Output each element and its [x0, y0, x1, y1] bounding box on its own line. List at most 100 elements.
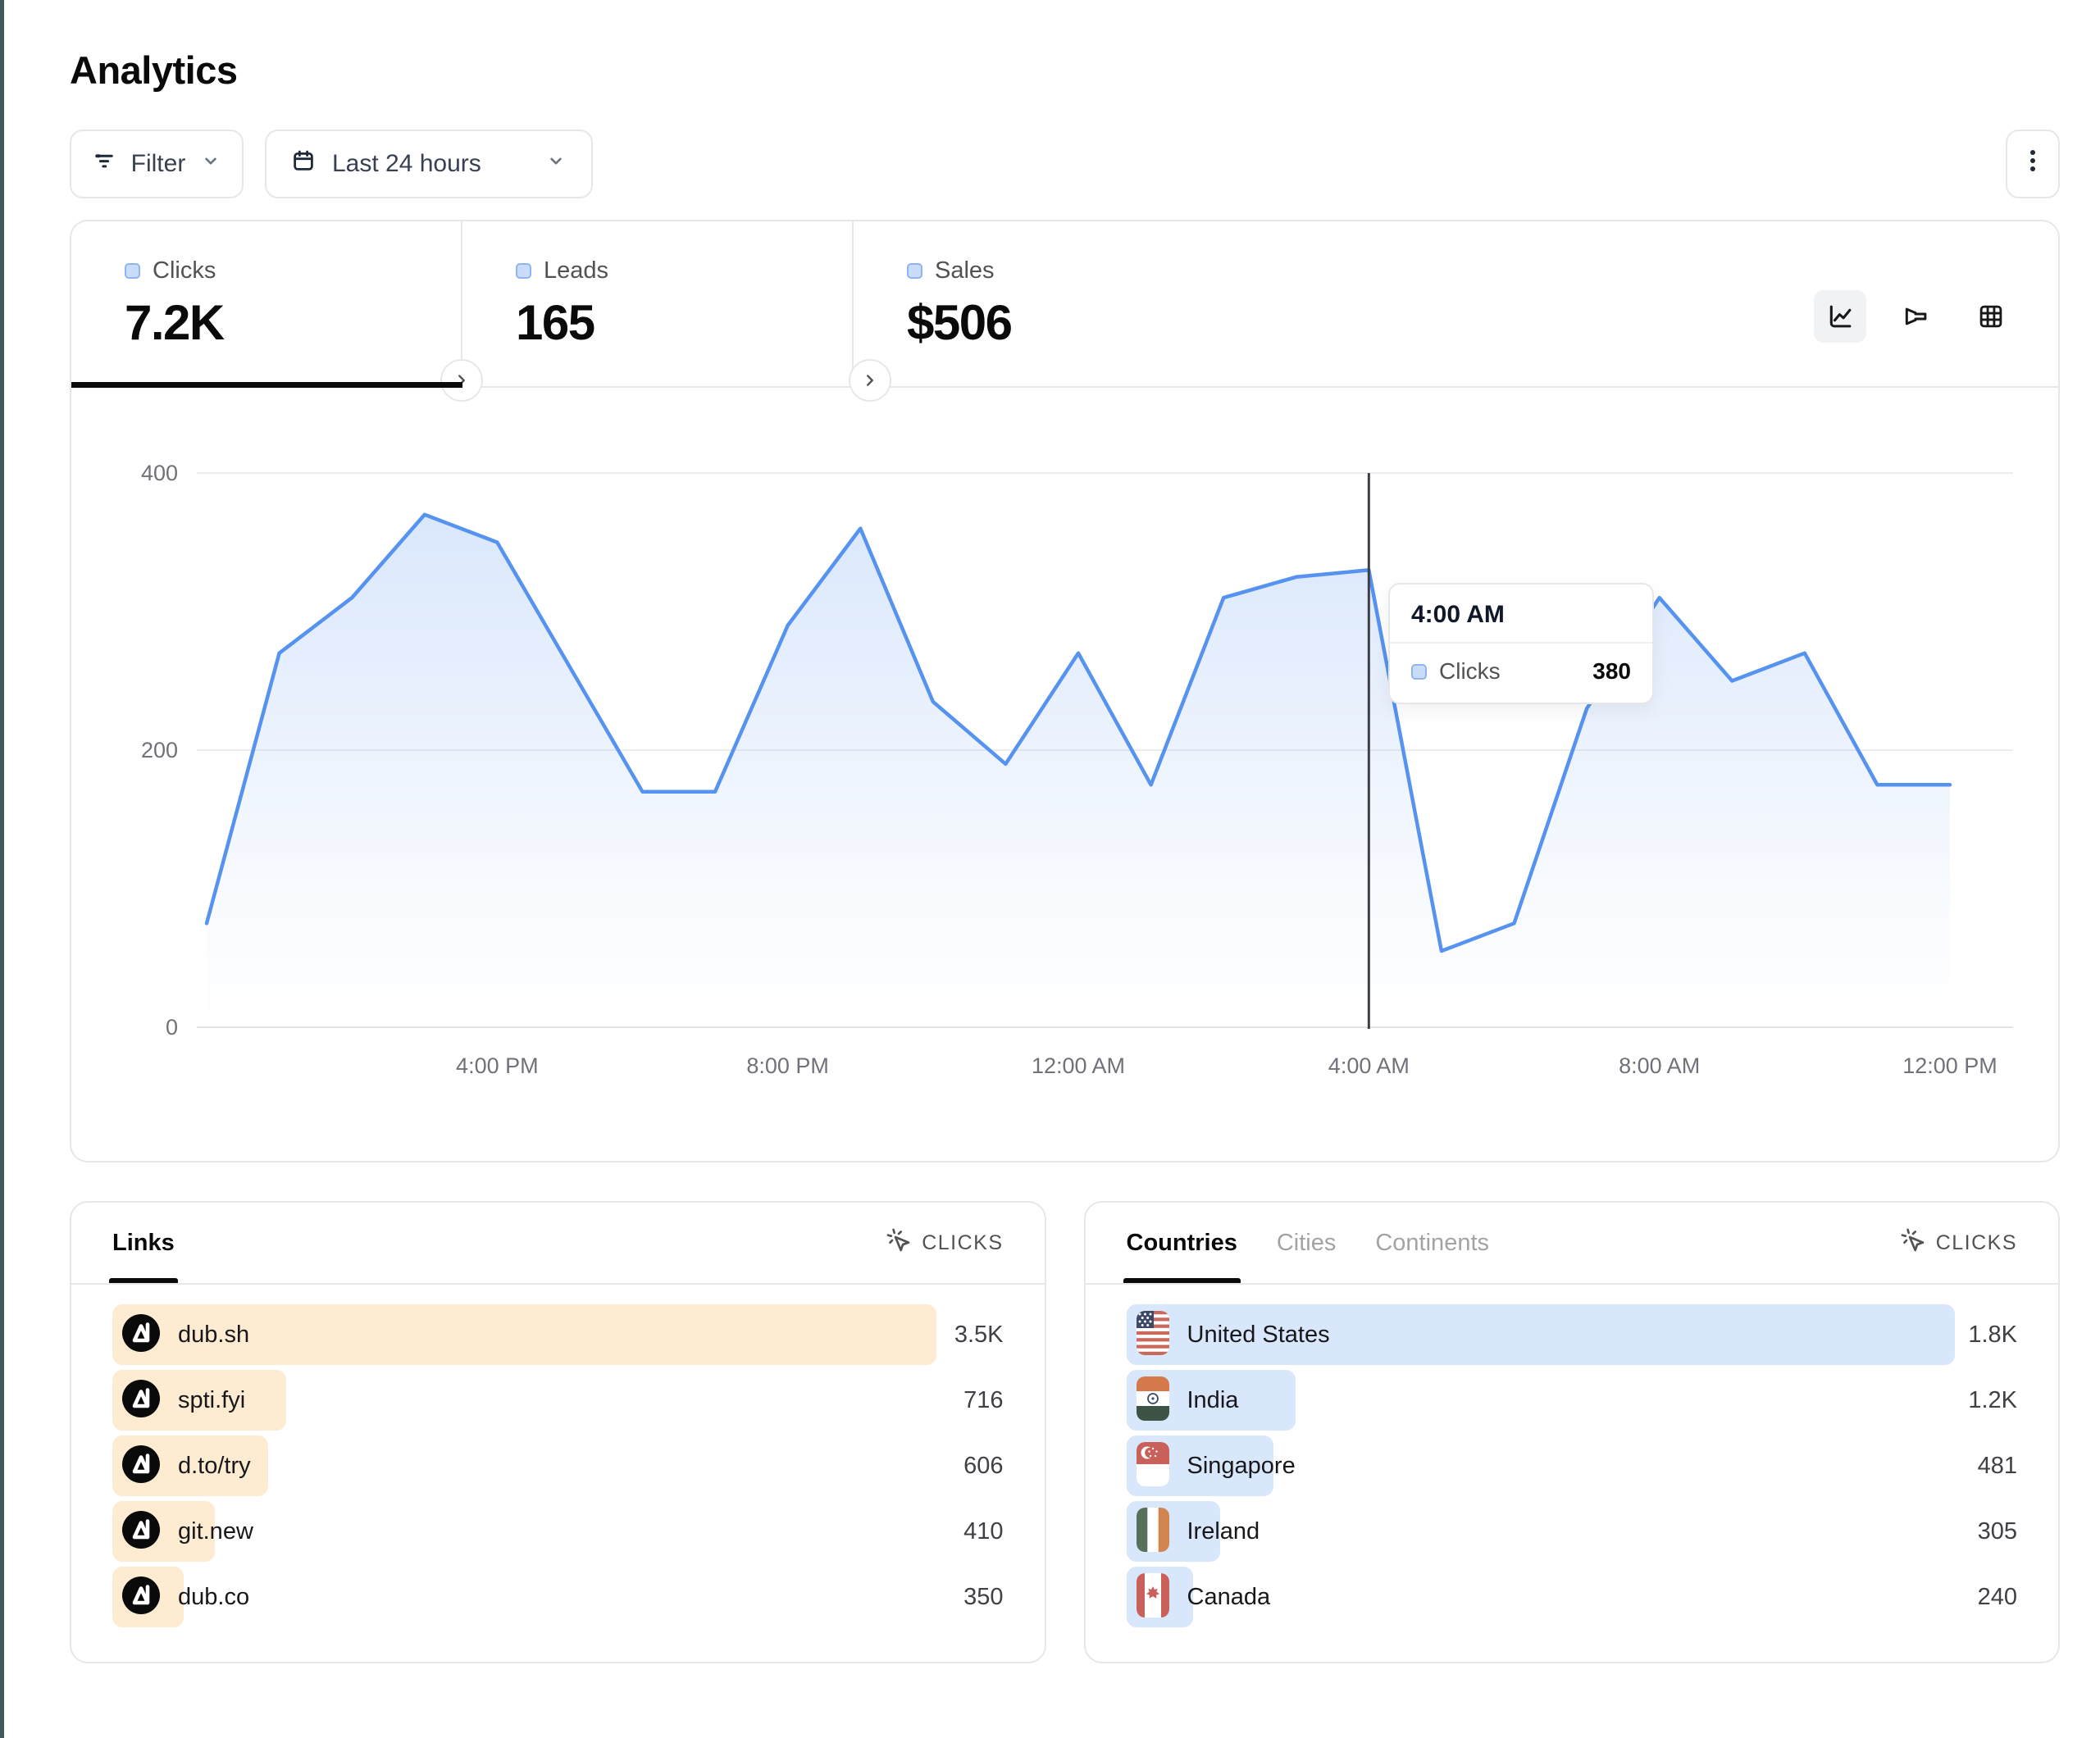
- links-list: dub.sh 3.5K spti.fyi 716 d.to/try 606 git.new 4…: [71, 1285, 1045, 1627]
- countries-metric-toggle[interactable]: CLICKS: [1900, 1227, 2017, 1259]
- dub-icon: [122, 1313, 160, 1356]
- filter-icon: [92, 148, 116, 180]
- leads-legend-swatch: [516, 263, 531, 279]
- item-label: Singapore: [1187, 1452, 1296, 1479]
- tab-cities[interactable]: Cities: [1276, 1229, 1337, 1256]
- tab-clicks[interactable]: Clicks 7.2K: [71, 221, 462, 388]
- flag-sg-icon: [1136, 1441, 1169, 1490]
- leads-tab-label: Leads: [544, 257, 609, 284]
- svg-text:8:00 PM: 8:00 PM: [746, 1053, 829, 1078]
- svg-text:200: 200: [141, 738, 178, 762]
- svg-text:4:00 AM: 4:00 AM: [1328, 1053, 1410, 1078]
- list-item[interactable]: United States 1.8K: [1126, 1304, 2017, 1365]
- item-label: spti.fyi: [178, 1386, 246, 1413]
- list-item[interactable]: Ireland 305: [1126, 1501, 2017, 1562]
- svg-text:400: 400: [141, 461, 178, 485]
- tab-leads[interactable]: Leads 165: [462, 221, 854, 386]
- item-value: 606: [963, 1452, 1004, 1479]
- clicks-tab-value: 7.2K: [125, 295, 225, 350]
- kebab-icon: [2020, 147, 2045, 181]
- countries-panel: Countries Cities Continents CLICKS Unite…: [1083, 1201, 2060, 1663]
- tab-sales[interactable]: Sales $506: [854, 221, 2058, 386]
- links-metric-toggle[interactable]: CLICKS: [886, 1227, 1003, 1259]
- links-metric-label: CLICKS: [922, 1231, 1004, 1254]
- cursor-click-icon: [1900, 1227, 1926, 1259]
- item-label: United States: [1187, 1321, 1330, 1348]
- item-label: git.new: [178, 1517, 253, 1545]
- filter-button[interactable]: Filter: [70, 130, 244, 198]
- list-item[interactable]: git.new 410: [112, 1501, 1004, 1562]
- chart-tooltip: 4:00 AM Clicks 380: [1388, 583, 1654, 704]
- tab-countries[interactable]: Countries: [1123, 1203, 1241, 1283]
- calendar-icon: [291, 148, 316, 180]
- tooltip-time: 4:00 AM: [1390, 585, 1652, 644]
- item-label: dub.sh: [178, 1321, 250, 1348]
- line-chart-mode-button[interactable]: [1814, 290, 1866, 343]
- tooltip-value: 380: [1592, 658, 1631, 684]
- analytics-page: Analytics Filter Last 24 hours: [70, 0, 2060, 1663]
- list-item[interactable]: dub.co 350: [112, 1567, 1004, 1627]
- item-value: 716: [963, 1386, 1004, 1413]
- dub-icon: [122, 1379, 160, 1422]
- item-value: 350: [963, 1583, 1004, 1610]
- tooltip-series-label: Clicks: [1439, 658, 1501, 684]
- sales-tab-label: Sales: [935, 257, 995, 284]
- list-item[interactable]: India 1.2K: [1126, 1370, 2017, 1431]
- chart-mode-switcher: [1814, 290, 2017, 386]
- dub-icon: [122, 1445, 160, 1487]
- more-options-button[interactable]: [2006, 130, 2060, 198]
- list-item[interactable]: spti.fyi 716: [112, 1370, 1004, 1431]
- tab-continents[interactable]: Continents: [1375, 1229, 1490, 1256]
- value-bar: [1126, 1304, 1955, 1365]
- item-value: 240: [1977, 1583, 2017, 1610]
- next-metric-chevron[interactable]: [849, 359, 891, 402]
- item-value: 1.8K: [1968, 1321, 2017, 1348]
- clicks-timeseries-chart[interactable]: 400 200 0 4:00 PM 8:00 PM 12:00 AM 4:00 AM 8:0…: [71, 388, 2058, 1161]
- item-label: India: [1187, 1386, 1239, 1413]
- leads-tab-value: 165: [516, 295, 595, 350]
- item-value: 305: [1977, 1517, 2017, 1545]
- links-panel: Links CLICKS dub.sh 3.5K spti.fyi 716 d.to/t…: [70, 1201, 1046, 1663]
- next-metric-chevron[interactable]: [440, 359, 483, 402]
- svg-text:12:00 AM: 12:00 AM: [1032, 1053, 1125, 1078]
- flag-in-icon: [1136, 1376, 1169, 1425]
- item-label: Ireland: [1187, 1517, 1260, 1545]
- svg-text:0: 0: [166, 1015, 178, 1040]
- item-label: Canada: [1187, 1583, 1271, 1610]
- date-range-label: Last 24 hours: [332, 150, 481, 177]
- countries-list: United States 1.8K India 1.2K Singapore 481 Ir…: [1086, 1285, 2059, 1627]
- dub-icon: [122, 1510, 160, 1553]
- page-left-accent-strip: [0, 0, 4, 1738]
- list-item[interactable]: d.to/try 606: [112, 1435, 1004, 1496]
- stat-tabs: Clicks 7.2K Leads 165 Sales $506: [71, 221, 2058, 402]
- page-title: Analytics: [70, 48, 238, 92]
- cursor-click-icon: [886, 1227, 912, 1259]
- sales-legend-swatch: [907, 263, 922, 279]
- countries-panel-header: Countries Cities Continents CLICKS: [1085, 1203, 2058, 1285]
- item-value: 481: [1977, 1452, 2017, 1479]
- list-item[interactable]: Singapore 481: [1126, 1435, 2017, 1496]
- item-value: 410: [963, 1517, 1004, 1545]
- item-value: 1.2K: [1968, 1386, 2017, 1413]
- clicks-legend-swatch: [125, 263, 140, 279]
- chevron-down-icon: [545, 150, 567, 178]
- flag-ie-icon: [1136, 1507, 1169, 1556]
- item-label: d.to/try: [178, 1452, 251, 1479]
- dub-icon: [122, 1576, 160, 1618]
- table-mode-button[interactable]: [1965, 290, 2017, 343]
- list-item[interactable]: dub.sh 3.5K: [112, 1304, 1004, 1365]
- filter-button-label: Filter: [130, 150, 186, 177]
- funnel-chart-mode-button[interactable]: [1889, 290, 1942, 343]
- date-range-button[interactable]: Last 24 hours: [265, 130, 593, 198]
- tooltip-legend-swatch: [1411, 663, 1427, 680]
- list-item[interactable]: Canada 240: [1126, 1567, 2017, 1627]
- toolbar: Filter Last 24 hours: [70, 130, 2060, 198]
- active-tab-underline: [71, 382, 462, 388]
- tab-links[interactable]: Links: [109, 1203, 178, 1283]
- sales-tab-value: $506: [907, 295, 1013, 350]
- countries-metric-label: CLICKS: [1935, 1231, 2017, 1254]
- clicks-tab-label: Clicks: [153, 257, 216, 284]
- item-value: 3.5K: [954, 1321, 1004, 1348]
- links-panel-header: Links CLICKS: [71, 1203, 1045, 1285]
- svg-text:12:00 PM: 12:00 PM: [1902, 1053, 1998, 1078]
